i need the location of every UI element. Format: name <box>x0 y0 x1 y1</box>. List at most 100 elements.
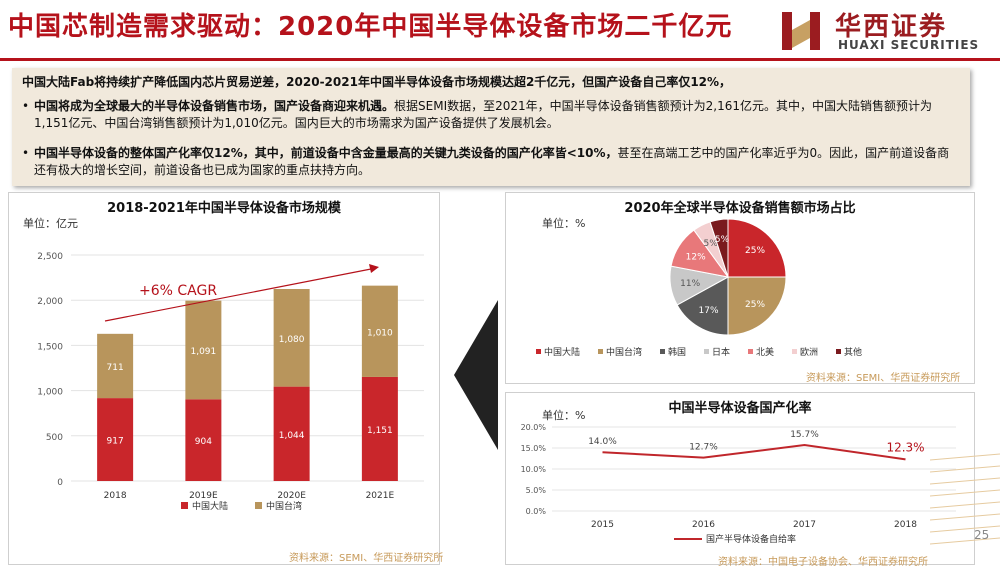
bar-segment <box>97 398 134 481</box>
bullet-text: 中国半导体设备的整体国产化率仅12%，其中，前道设备中含金量最高的关键九类设备的… <box>34 145 959 179</box>
pie-data-label: 25% <box>745 246 765 256</box>
pie-slice <box>676 276 729 336</box>
y-tick-label: 2,500 <box>37 252 63 262</box>
bar-chart-panel: 2018-2021年中国半导体设备市场规模 单位：亿元 0 500 1,000 1,5… <box>8 192 444 565</box>
arrowhead-icon <box>369 264 379 273</box>
bullet-body: 甚至在高端工艺中的国产化率近乎为0。因此，国产前道设备商还有极大的增长空间，前道… <box>34 146 950 177</box>
bullet-body: 根据SEMI数据，至2021年，中国半导体设备销售额预计为2,161亿元。其中，… <box>34 99 933 130</box>
huaxi-logo-icon <box>782 12 820 50</box>
bar-chart-title: 2018-2021年中国半导体设备市场规模 <box>107 201 341 216</box>
legend-label: 韩国 <box>668 346 686 358</box>
bar-segment <box>97 333 134 399</box>
bar-data-label: 711 <box>107 363 124 373</box>
legend-swatch <box>836 349 841 354</box>
x-tick-label: 2019E <box>189 491 218 501</box>
bar-data-label: 1,151 <box>367 426 393 436</box>
y-tick-label: 2,000 <box>37 297 63 307</box>
line-chart: 0.0% 5.0% 10.0% 15.0% 20.0% 14.0% 2015 12.7% 201… <box>521 423 956 545</box>
pie-data-label: 5% <box>715 235 730 245</box>
pie-data-label: 5% <box>703 239 718 249</box>
legend-swatch <box>536 349 541 354</box>
bar-segment <box>273 288 310 387</box>
legend-label: 欧洲 <box>800 346 818 358</box>
bullet-text: 中国将成为全球最大的半导体设备销售市场，国产设备商迎来机遇。根据SEMI数据，至… <box>34 98 959 132</box>
bar-segment <box>185 300 222 400</box>
legend-swatch <box>748 349 753 354</box>
summary-lead: 中国大陆Fab将持续扩产降低国内芯片贸易逆差，2020-2021年中国半导体设备… <box>22 75 732 89</box>
y-tick-label: 1,000 <box>37 388 63 398</box>
legend-label: 中国大陆 <box>544 346 580 358</box>
pie-slice <box>709 218 729 278</box>
bar-data-label: 917 <box>107 437 124 447</box>
legend-swatch <box>255 502 262 509</box>
x-tick-label: 2016 <box>692 520 715 530</box>
pie-slice <box>727 276 787 336</box>
legend-label: 日本 <box>712 346 730 358</box>
line-chart-unit: 单位：% <box>542 409 586 422</box>
logo-subtext: HUAXI SECURITIES <box>838 38 980 52</box>
y-tick-label: 10.0% <box>521 465 547 474</box>
y-tick-label: 1,500 <box>37 342 63 352</box>
series-line <box>602 444 906 461</box>
page-number: 25 <box>974 528 990 542</box>
x-tick-label: 2015 <box>591 520 614 530</box>
x-tick-label: 2018 <box>894 520 917 530</box>
bar-chart: 0 500 1,000 1,500 2,000 2,500 917 711 2018 904 1,0… <box>37 252 424 512</box>
bar-data-label: 1,091 <box>190 347 216 357</box>
y-tick-label: 0 <box>57 478 63 488</box>
bullet-dot: • <box>22 146 30 160</box>
bar-segment <box>273 386 310 481</box>
title-divider <box>0 58 1000 61</box>
line-data-label: 12.3% <box>886 440 924 454</box>
legend-label: 国产半导体设备自给率 <box>706 533 796 545</box>
legend-label: 北美 <box>756 346 774 358</box>
bar-segment <box>185 399 222 481</box>
pie-data-label: 12% <box>686 252 706 262</box>
line-data-label: 12.7% <box>689 443 718 453</box>
legend-swatch <box>704 349 709 354</box>
summary-box: 中国大陆Fab将持续扩产降低国内芯片贸易逆差，2020-2021年中国半导体设备… <box>12 68 970 186</box>
legend-swatch <box>660 349 665 354</box>
logo-text: 华西证券 <box>835 12 948 42</box>
y-tick-label: 15.0% <box>521 444 547 453</box>
pie-slice <box>727 218 787 278</box>
bar-data-label: 1,010 <box>367 328 393 338</box>
bar-segment <box>361 376 398 481</box>
legend-swatch <box>181 502 188 509</box>
pie-chart-unit: 单位：% <box>542 217 586 230</box>
bullet-bold: 中国将成为全球最大的半导体设备销售市场，国产设备商迎来机遇。 <box>34 99 395 113</box>
bar-data-label: 1,044 <box>279 431 305 441</box>
x-tick-label: 2021E <box>366 491 395 501</box>
bar-chart-unit: 单位：亿元 <box>23 217 78 230</box>
line-data-label: 14.0% <box>588 437 617 447</box>
line-chart-title: 中国半导体设备国产化率 <box>668 401 812 416</box>
pie-chart-source: 资料来源：SEMI、华西证券研究所 <box>806 373 961 384</box>
pie-data-label: 11% <box>680 279 700 289</box>
pie-chart-title: 2020年全球半导体设备销售额市场占比 <box>624 201 856 216</box>
y-tick-label: 500 <box>46 433 63 443</box>
pie-chart: 25% 25% 17% 11% 12% 5%5% 中国大陆 中国台湾 韩国 日本 北美 欧洲 其他 <box>536 218 862 358</box>
cagr-annotation: +6% CAGR <box>139 283 217 299</box>
line-data-label: 15.7% <box>790 430 819 440</box>
y-tick-label: 5.0% <box>526 486 547 495</box>
legend-label: 中国台湾 <box>266 500 302 512</box>
bar-chart-source: 资料来源：SEMI、华西证券研究所 <box>289 553 444 564</box>
legend-swatch <box>792 349 797 354</box>
bullet-dot: • <box>22 99 30 113</box>
legend-swatch <box>598 349 603 354</box>
cagr-arrow <box>104 268 372 322</box>
legend-label: 中国大陆 <box>192 500 228 512</box>
bar-data-label: 904 <box>195 437 212 447</box>
x-tick-label: 2020E <box>277 491 306 501</box>
y-tick-label: 20.0% <box>521 423 547 432</box>
pie-data-label: 25% <box>745 300 765 310</box>
page-title: 中国芯制造需求驱动：2020年中国半导体设备市场二千亿元 <box>8 12 733 42</box>
pie-chart-panel: 2020年全球半导体设备销售额市场占比 单位：% 25% 25% 17% 11% 12%… <box>505 192 975 384</box>
y-tick-label: 0.0% <box>526 507 547 516</box>
bar-segment <box>361 285 398 377</box>
legend-label: 中国台湾 <box>606 346 642 358</box>
line-chart-panel: 中国半导体设备国产化率 单位：% 0.0% 5.0% 10.0% 15.0% 20.0%… <box>505 392 975 568</box>
chevron-left-icon <box>454 300 498 450</box>
bullet-bold: 中国半导体设备的整体国产化率仅12%，其中，前道设备中含金量最高的关键九类设备的… <box>34 146 618 160</box>
decorative-pattern <box>930 453 1000 545</box>
